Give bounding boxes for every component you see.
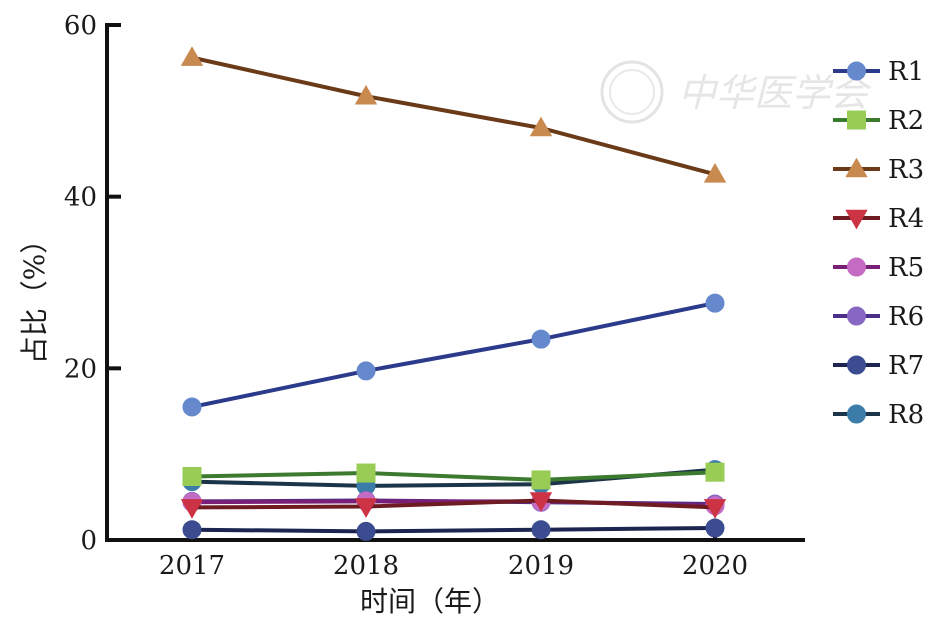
series-r3 bbox=[180, 46, 727, 183]
legend-label: R8 bbox=[888, 400, 924, 430]
data-point-r4 bbox=[180, 499, 204, 519]
legend-marker bbox=[845, 209, 868, 230]
legend-marker bbox=[847, 404, 866, 424]
legend-label: R7 bbox=[888, 351, 924, 381]
legend-label: R2 bbox=[888, 106, 924, 136]
legend-item-r6: R6 bbox=[833, 302, 924, 332]
legend-label: R6 bbox=[888, 302, 924, 332]
watermark-seal-inner bbox=[609, 69, 655, 115]
data-point-r7 bbox=[182, 520, 202, 540]
series-r1 bbox=[182, 293, 725, 417]
y-tick-label: 0 bbox=[80, 526, 97, 556]
data-point-r2 bbox=[182, 466, 202, 486]
data-point-r3 bbox=[180, 46, 204, 66]
data-point-r1 bbox=[531, 329, 551, 349]
y-axis-title: 占比（%） bbox=[18, 226, 51, 365]
legend-item-r4: R4 bbox=[833, 204, 924, 234]
series-line-r1 bbox=[191, 301, 716, 409]
data-point-r1 bbox=[182, 397, 202, 417]
data-point-r1 bbox=[705, 293, 725, 313]
data-point-r4 bbox=[703, 499, 727, 519]
legend-item-r5: R5 bbox=[833, 253, 924, 283]
series-r2 bbox=[182, 462, 725, 490]
legend-marker bbox=[845, 157, 868, 178]
data-point-r7 bbox=[531, 520, 551, 540]
watermark-seal-icon bbox=[600, 60, 664, 124]
y-tick-label: 20 bbox=[64, 354, 97, 384]
legend-marker bbox=[847, 355, 866, 375]
data-point-r2 bbox=[356, 463, 376, 483]
watermark: 中华医学会 bbox=[600, 60, 872, 124]
legend-label: R5 bbox=[888, 253, 924, 283]
x-tick-label: 2017 bbox=[159, 551, 225, 581]
legend-item-r1: R1 bbox=[833, 57, 924, 87]
series-line-r2 bbox=[191, 470, 716, 482]
series-line-r3 bbox=[191, 55, 716, 177]
series-line-r4 bbox=[191, 498, 716, 510]
legend-item-r2: R2 bbox=[833, 106, 924, 136]
legend-item-r3: R3 bbox=[833, 155, 924, 185]
x-tick-label: 2018 bbox=[333, 551, 399, 581]
legend-marker bbox=[847, 257, 866, 277]
data-point-r2 bbox=[705, 462, 725, 482]
legend-label: R3 bbox=[888, 155, 924, 185]
data-point-r3 bbox=[703, 162, 727, 183]
series-r4 bbox=[180, 492, 727, 519]
legend-item-r7: R7 bbox=[833, 351, 924, 381]
series-line-r7 bbox=[191, 525, 716, 534]
legend-marker bbox=[847, 110, 866, 130]
legend: R1 R2 R3 R4 R5 R6 R7 R8 bbox=[833, 57, 924, 430]
series-layer bbox=[180, 46, 727, 541]
data-point-r4 bbox=[529, 492, 553, 512]
x-tick-label: 2019 bbox=[508, 551, 574, 581]
legend-marker bbox=[847, 61, 866, 81]
legend-item-r8: R8 bbox=[833, 400, 924, 430]
data-point-r4 bbox=[354, 498, 378, 518]
legend-label: R1 bbox=[888, 57, 924, 87]
data-point-r3 bbox=[354, 84, 378, 105]
data-point-r1 bbox=[356, 361, 376, 381]
y-tick-label: 40 bbox=[64, 183, 97, 213]
series-r7 bbox=[182, 518, 725, 541]
data-point-r7 bbox=[356, 521, 376, 541]
y-tick-label: 60 bbox=[64, 11, 97, 41]
x-tick-label: 2020 bbox=[682, 551, 748, 581]
data-point-r3 bbox=[529, 116, 553, 137]
legend-marker bbox=[847, 306, 866, 326]
data-point-r7 bbox=[705, 518, 725, 538]
watermark-text: 中华医学会 bbox=[678, 71, 872, 115]
x-axis-title: 时间（年） bbox=[360, 585, 500, 618]
legend-label: R4 bbox=[888, 204, 924, 234]
data-point-r2 bbox=[531, 470, 551, 490]
